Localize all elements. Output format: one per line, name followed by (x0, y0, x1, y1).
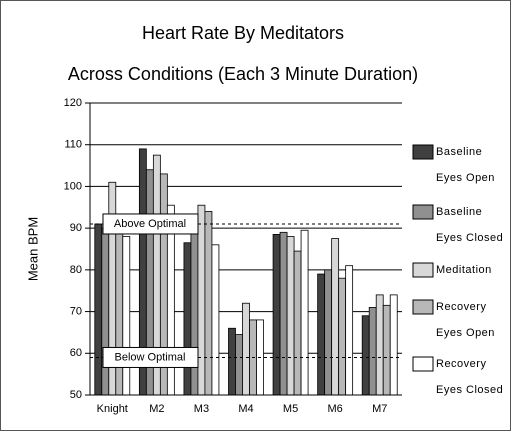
bar (122, 236, 131, 396)
y-tick-label: 120 (64, 97, 82, 109)
bar (345, 265, 354, 396)
legend-swatch (412, 204, 434, 220)
y-axis-label: Mean BPM (25, 217, 40, 281)
legend-label: Baseline Eyes Open (436, 146, 495, 184)
legend-label: Recovery Eyes Open (436, 301, 495, 339)
chart-subtitle: Across Conditions (Each 3 Minute Duratio… (68, 64, 418, 84)
bar (115, 231, 124, 396)
bar (324, 269, 333, 396)
bar (361, 315, 370, 396)
legend-label: Baseline Eyes Closed (436, 206, 504, 244)
bar (389, 294, 398, 396)
bar (204, 211, 213, 396)
annotation-label: Above Optimal (114, 218, 186, 230)
bar (242, 302, 250, 396)
bar (317, 273, 326, 396)
bar (211, 244, 220, 396)
y-tick-label: 50 (70, 389, 82, 401)
annotation-box (102, 213, 199, 235)
annotation-box (102, 346, 199, 368)
x-tick-label: M7 (372, 403, 387, 415)
bar (183, 242, 192, 396)
y-tick-label: 110 (64, 139, 82, 151)
x-tick-label: M5 (283, 403, 298, 415)
chart-title: Heart Rate By Meditators (142, 23, 344, 43)
bar (286, 236, 295, 396)
bar (197, 204, 206, 396)
bar (368, 306, 377, 396)
bar (293, 250, 302, 396)
legend-label: Meditation (436, 264, 492, 276)
x-tick-label: M2 (149, 403, 164, 415)
bar (94, 223, 103, 396)
y-tick-label: 100 (64, 180, 82, 192)
y-tick-label: 90 (70, 222, 82, 234)
annotation-label: Below Optimal (115, 351, 186, 363)
bar (235, 334, 243, 396)
bar (382, 304, 391, 396)
x-tick-label: M4 (238, 403, 253, 415)
legend-swatch (412, 262, 434, 278)
bar (375, 294, 384, 396)
bar (279, 231, 288, 396)
legend-swatch (412, 356, 434, 372)
legend-label: Recovery Eyes Closed (436, 358, 504, 396)
bar (228, 327, 236, 396)
bar (331, 238, 340, 396)
y-tick-label: 70 (70, 305, 82, 317)
x-tick-label: M3 (194, 403, 209, 415)
y-tick-label: 80 (70, 264, 82, 276)
legend-swatch (412, 144, 434, 160)
x-tick-label: Knight (97, 403, 128, 415)
bar (338, 277, 347, 396)
bar (300, 229, 309, 396)
bar (272, 233, 281, 396)
x-tick-label: M6 (328, 403, 343, 415)
legend-swatch (412, 299, 434, 315)
bar (190, 231, 199, 396)
bar (101, 227, 110, 396)
y-tick-label: 60 (70, 347, 82, 359)
